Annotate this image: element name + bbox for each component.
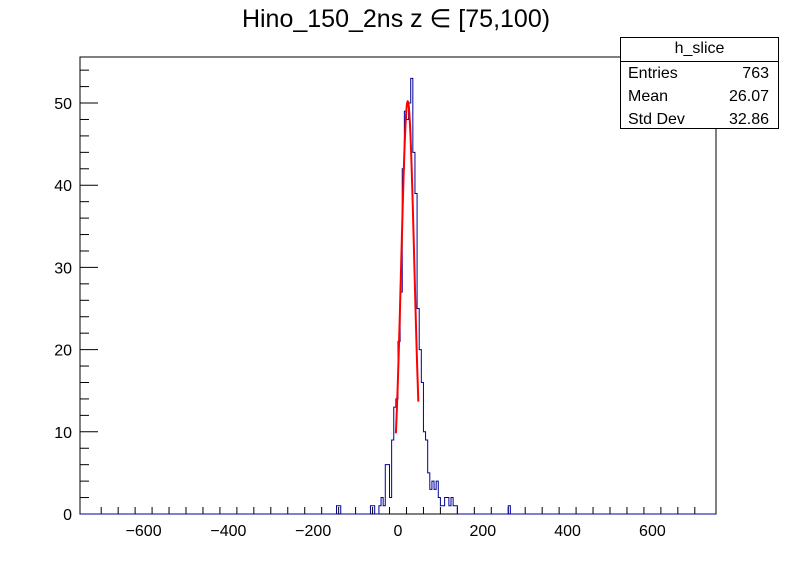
x-axis: −600 −400 −200 0 200 400 600 <box>100 507 696 540</box>
y-tick-label: 30 <box>54 260 72 277</box>
stats-row-mean: Mean 26.07 <box>621 85 778 108</box>
x-tick-label: 0 <box>394 523 403 540</box>
stats-box: h_slice Entries 763 Mean 26.07 Std Dev 3… <box>620 37 779 129</box>
stats-row-std-dev: Std Dev 32.86 <box>621 108 778 131</box>
x-tick-label: −600 <box>126 523 162 540</box>
plot-frame <box>79 56 717 515</box>
x-tick-label: 400 <box>554 523 581 540</box>
stats-row-entries: Entries 763 <box>621 62 778 85</box>
y-tick-label: 20 <box>54 343 72 360</box>
y-tick-label: 40 <box>54 178 72 195</box>
stats-box-title: h_slice <box>621 38 778 62</box>
y-tick-label: 0 <box>63 507 72 524</box>
histogram-series <box>80 77 716 515</box>
stats-value: 763 <box>742 65 769 82</box>
chart-title: Hino_150_2ns z ∈ [75,100) <box>241 5 551 33</box>
stats-value: 32.86 <box>728 111 769 128</box>
x-tick-label: −200 <box>295 523 331 540</box>
x-tick-label: 600 <box>639 523 666 540</box>
gaussian-fit-curve <box>394 99 420 434</box>
stats-label: Entries <box>628 65 678 82</box>
x-tick-label: 200 <box>469 523 496 540</box>
y-tick-label: 50 <box>54 96 72 113</box>
y-axis: 0 10 20 30 40 50 <box>54 69 98 524</box>
stats-label: Std Dev <box>628 111 685 128</box>
y-tick-label: 10 <box>54 425 72 442</box>
stats-value: 26.07 <box>728 88 769 105</box>
stats-label: Mean <box>628 88 669 105</box>
x-tick-label: −400 <box>210 523 246 540</box>
